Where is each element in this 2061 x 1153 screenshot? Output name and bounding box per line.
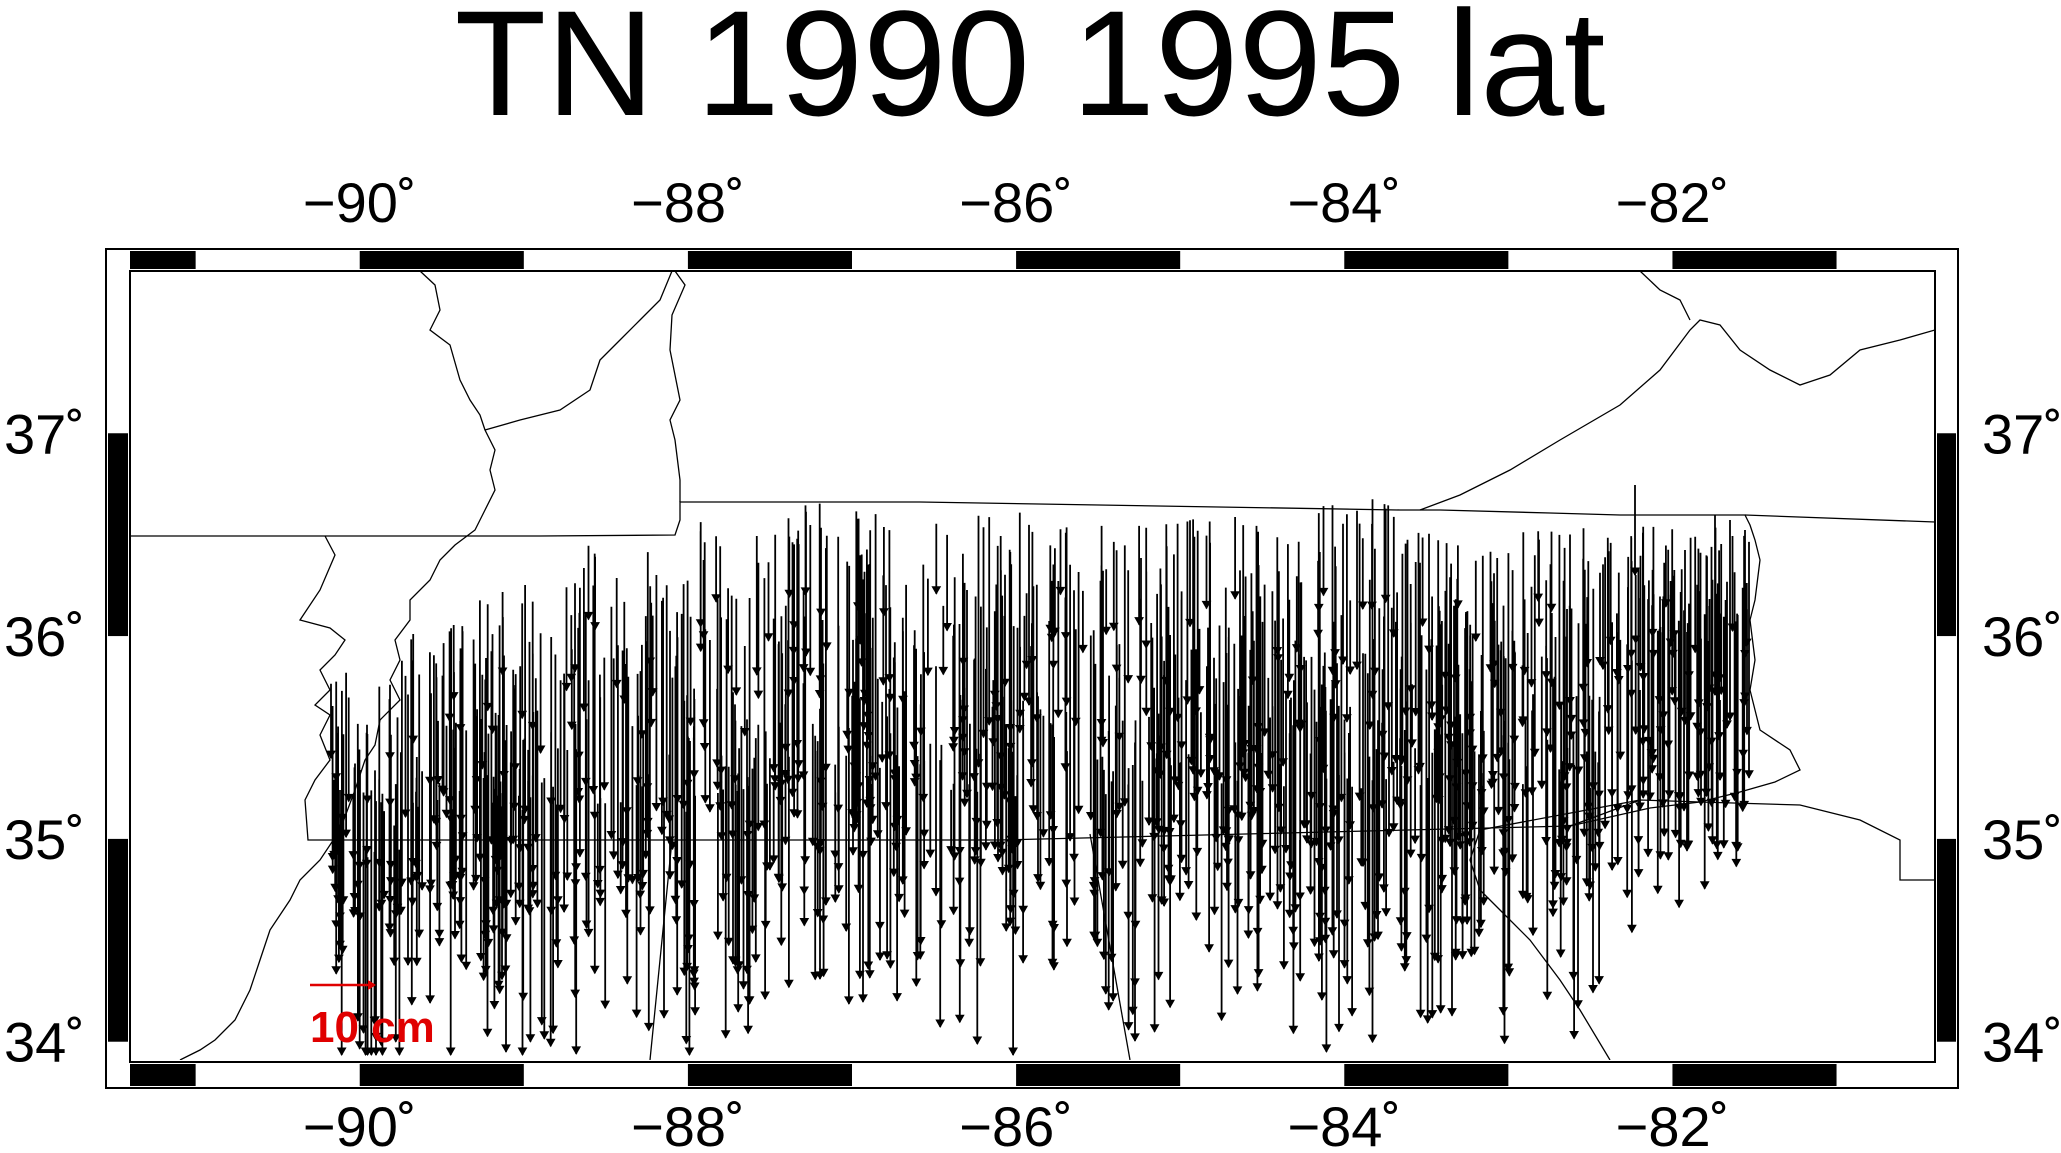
map-frame <box>105 248 1959 1089</box>
frame-band-bottom <box>1672 1064 1837 1086</box>
lat-tick-label-right: 37˚ <box>1982 402 2061 465</box>
frame-band-right <box>1937 838 1956 1042</box>
frame-band-top <box>1672 251 1837 269</box>
frame-band-bottom <box>687 1064 852 1086</box>
frame-band-top <box>359 251 524 269</box>
lon-tick-label-top: −86˚ <box>959 171 1073 234</box>
scale-arrow: 10 cm <box>310 980 435 1052</box>
frame-band-top <box>687 251 852 269</box>
virginia-border <box>1639 271 1691 321</box>
lon-tick-label-top: −90˚ <box>303 171 417 234</box>
lon-tick-label-top: −84˚ <box>1287 171 1401 234</box>
tennessee-border <box>130 501 1801 841</box>
virginia-south-border <box>1744 514 1935 523</box>
lat-tick-label-right: 35˚ <box>1982 808 2061 871</box>
lat-tick-label-left: 35˚ <box>4 808 85 871</box>
mississippi-river <box>179 271 496 1060</box>
lon-tick-label-bottom: −90˚ <box>303 1095 417 1153</box>
scale-arrow-head <box>368 980 376 990</box>
frame-band-bottom <box>359 1064 524 1086</box>
axis-tick-labels: −90˚ −90˚ −88˚ −88˚ −86˚ −86˚ −84˚ −84˚ −82˚ −82˚… <box>4 171 2061 1153</box>
kentucky-border <box>669 271 686 502</box>
frame-band-bottom <box>1016 1064 1181 1086</box>
lon-tick-label-bottom: −82˚ <box>1616 1095 1730 1153</box>
kentucky-east-border <box>1419 319 1935 511</box>
lon-tick-label-top: −82˚ <box>1616 171 1730 234</box>
state-borders <box>130 271 1935 1060</box>
lat-tick-label-right: 34˚ <box>1982 1011 2061 1074</box>
frame-band-right <box>1937 433 1956 637</box>
frame-band-top <box>1344 251 1509 269</box>
kentucky-west-border <box>484 271 673 431</box>
vector-heads <box>326 567 1754 1057</box>
lat-tick-label-left: 36˚ <box>4 605 85 668</box>
lat-tick-label-left: 34˚ <box>4 1011 85 1074</box>
frame-band-top <box>130 251 196 269</box>
lat-tick-label-right: 36˚ <box>1982 605 2061 668</box>
velocity-vectors <box>326 485 1754 1057</box>
frame-band-left <box>108 433 128 637</box>
frame-outer-border <box>105 248 1959 1089</box>
frame-band-bottom <box>130 1064 196 1086</box>
lat-tick-label-left: 37˚ <box>4 402 85 465</box>
nc-border <box>1569 799 1935 881</box>
frame-band-top <box>1016 251 1181 269</box>
vector-shafts <box>330 485 1750 1055</box>
frame-inner-border <box>129 270 1936 1063</box>
lon-tick-label-bottom: −86˚ <box>959 1095 1073 1153</box>
frame-band-bottom <box>1344 1064 1509 1086</box>
map-title: TN 1990 1995 lat <box>455 0 1606 147</box>
scale-arrow-label: 10 cm <box>310 1003 435 1052</box>
frame-band-left <box>108 838 128 1042</box>
lon-tick-label-bottom: −88˚ <box>631 1095 745 1153</box>
lon-tick-label-top: −88˚ <box>631 171 745 234</box>
lon-tick-label-bottom: −84˚ <box>1287 1095 1401 1153</box>
